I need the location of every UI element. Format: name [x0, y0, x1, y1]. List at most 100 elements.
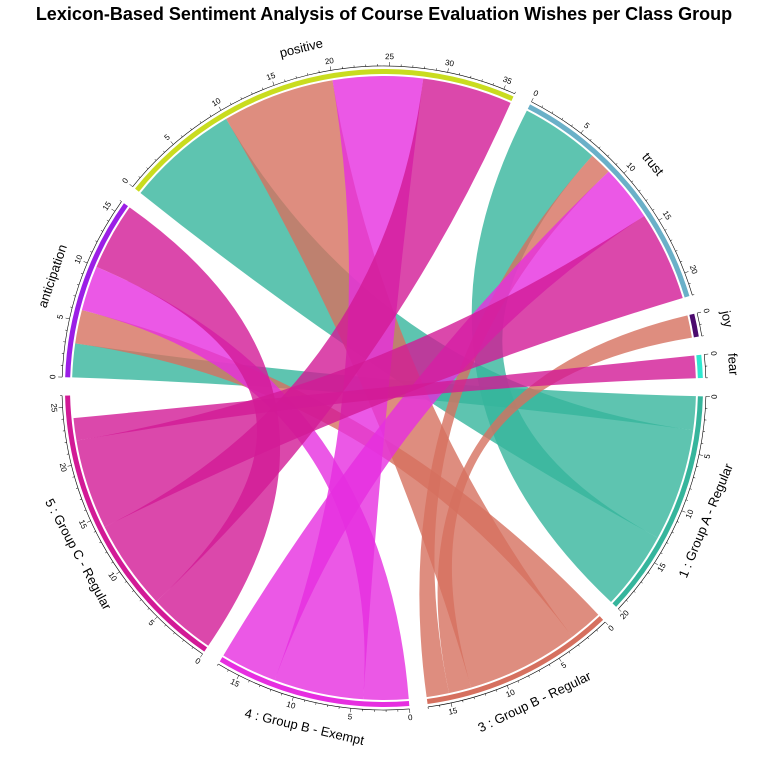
tick-label: 15: [661, 209, 674, 222]
sector-tick: [209, 114, 212, 117]
tick-label: 15: [448, 706, 459, 717]
sector-tick: [571, 124, 573, 127]
chord-ribbon: [76, 215, 683, 527]
sector-tick: [119, 200, 122, 202]
sector-tick: [173, 632, 175, 635]
sector-tick: [240, 97, 242, 100]
sector-axis: [132, 65, 515, 187]
chord-ribbon: [140, 118, 694, 538]
sector-tick: [295, 76, 297, 79]
sector-tick: [517, 680, 519, 683]
sector-tick: [447, 68, 449, 73]
tick-label: 20: [58, 462, 69, 473]
sector-tick: [631, 180, 634, 183]
tick-label: 10: [625, 161, 638, 174]
sector-group: 0 fear: [696, 351, 742, 379]
sector-tick: [270, 689, 272, 692]
sector-tick: [587, 637, 590, 640]
sector-tick: [132, 590, 134, 593]
sector-tick: [259, 685, 261, 688]
sector-tick: [689, 488, 692, 490]
sector-axis: [61, 395, 203, 655]
sector-tick: [596, 629, 599, 632]
sector-tick: [227, 669, 229, 672]
sector-label: 1 : Group A - Regular: [675, 461, 736, 580]
sector-axis: [427, 621, 606, 708]
sector-tick: [664, 229, 667, 231]
tick-label: 10: [285, 700, 297, 711]
tick-label: 15: [265, 71, 277, 83]
tick-label: 20: [688, 264, 700, 276]
tick-label: 25: [385, 52, 395, 61]
sector-tick: [111, 208, 116, 212]
sector-tick: [506, 685, 509, 690]
sector-tick: [666, 542, 669, 544]
sector-tick: [105, 551, 108, 554]
sector-tick: [90, 251, 93, 253]
sector-tick: [164, 624, 167, 627]
sector-tick: [551, 111, 554, 114]
tick-label: 25: [49, 403, 59, 413]
sector-tick: [191, 647, 194, 650]
sector-group: 0 5 10 15 20 trust: [527, 88, 700, 298]
sector-tick: [281, 693, 283, 696]
tick-label: 0: [709, 351, 718, 357]
sector-tick: [99, 541, 102, 543]
tick-label: 0: [532, 88, 541, 98]
tick-label: 30: [444, 58, 455, 69]
sector-tick: [680, 260, 683, 263]
sector-axis: [703, 354, 707, 378]
tick-label: 0: [408, 713, 414, 722]
sector-tick: [67, 465, 72, 467]
sector-tick: [70, 306, 73, 308]
sector-tick: [230, 102, 232, 105]
sector-tick: [697, 311, 702, 314]
sector-tick: [484, 693, 486, 696]
sector-tick: [75, 487, 78, 489]
chord-ribbon: [96, 207, 281, 646]
ribbons-layer: [72, 76, 696, 701]
tick-label: 35: [502, 75, 514, 87]
sector-arc: [689, 313, 699, 338]
sector-tick: [568, 651, 571, 654]
sector-tick: [681, 510, 686, 513]
sector-group: 0 joy: [689, 308, 736, 338]
sector-tick: [605, 621, 609, 626]
sector-tick: [80, 272, 83, 275]
sector-tick: [580, 129, 584, 134]
sector-tick: [473, 697, 475, 700]
sector-tick: [670, 239, 673, 241]
tick-label: 10: [106, 570, 119, 583]
sector-tick: [548, 664, 551, 667]
sector-tick: [541, 105, 543, 108]
sector-tick: [146, 167, 149, 170]
sector-tick: [685, 499, 688, 501]
tick-label: 0: [48, 374, 57, 379]
sector-tick: [698, 454, 703, 456]
sector-tick: [291, 696, 294, 701]
sector-tick: [528, 675, 530, 678]
sector-tick: [65, 317, 70, 320]
sector-label: anticipation: [35, 242, 70, 309]
sector-tick: [671, 531, 674, 534]
sector-tick: [154, 158, 157, 161]
sector-tick: [218, 106, 222, 111]
sector-tick: [589, 138, 592, 141]
sector-tick: [73, 295, 76, 297]
sector-tick: [503, 85, 506, 90]
sector-tick: [492, 83, 494, 86]
sector-tick: [284, 79, 286, 82]
sector-tick: [688, 283, 691, 285]
tick-label: 10: [684, 508, 696, 520]
sector-tick: [170, 141, 174, 145]
sector-tick: [645, 199, 648, 201]
sector-tick: [262, 87, 264, 90]
sector-tick: [95, 240, 98, 242]
sector-tick: [470, 75, 472, 78]
sector-tick: [106, 219, 109, 222]
sector-tick: [495, 689, 498, 692]
sector-label: fear: [725, 353, 742, 377]
sector-tick: [538, 670, 541, 673]
